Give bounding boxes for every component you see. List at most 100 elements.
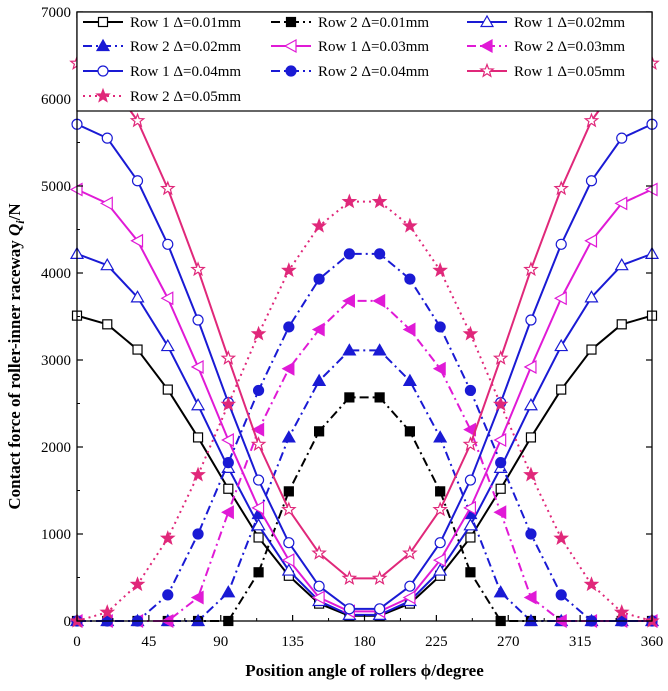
x-tick-label: 45 — [141, 634, 156, 650]
series-line-row-2-0-05mm — [76, 200, 653, 622]
data-point-row-2-0-03mm — [372, 293, 386, 308]
data-point-row-1-0-01mm — [556, 384, 567, 395]
legend-item-row-1-0-05mm: Row 1 Δ=0.05mm — [467, 62, 625, 80]
data-point-row-2-0-02mm — [493, 585, 508, 598]
x-tick-label: 360 — [641, 634, 664, 650]
legend-marker — [285, 16, 297, 28]
data-point-row-1-0-05mm — [129, 112, 146, 128]
legend-marker — [95, 38, 111, 52]
data-point-row-2-0-02mm — [433, 430, 448, 443]
data-point-row-1-0-03mm — [251, 500, 265, 515]
data-point-row-1-0-05mm — [371, 570, 388, 586]
x-tick-label: 0 — [73, 634, 81, 650]
y-tick-label: 3000 — [41, 353, 71, 369]
data-point-row-1-0-05mm — [341, 570, 358, 586]
data-point-row-1-0-04mm — [374, 603, 386, 615]
data-point-row-2-0-04mm — [252, 384, 265, 397]
series-line-row-1-0-04mm — [76, 123, 653, 610]
series-row-1-0-03mm — [69, 182, 658, 619]
data-point-row-1-0-04mm — [404, 580, 416, 592]
data-point-row-1-0-04mm — [343, 603, 355, 615]
series-row-2-0-01mm — [71, 392, 658, 627]
legend-label: Row 1 Δ=0.03mm — [318, 39, 429, 55]
series-row-1-0-04mm — [71, 118, 658, 615]
data-point-row-2-0-03mm — [432, 361, 446, 376]
data-point-row-1-0-01mm — [525, 432, 537, 443]
series-row-2-0-05mm — [69, 193, 660, 628]
data-point-row-1-0-02mm — [554, 338, 569, 352]
data-point-row-1-0-01mm — [586, 344, 597, 355]
legend-label: Row 1 Δ=0.02mm — [514, 15, 625, 31]
data-point-row-2-0-05mm — [159, 530, 176, 545]
y-axis-title: Contact force of roller-inner raceway Qi… — [5, 203, 27, 510]
legend-label: Row 2 Δ=0.01mm — [318, 15, 429, 31]
data-point-row-2-0-02mm — [372, 343, 387, 356]
legend-item-row-2-0-02mm: Row 2 Δ=0.02mm — [83, 38, 241, 55]
data-point-row-1-0-01mm — [495, 483, 506, 494]
data-point-row-2-0-02mm — [191, 613, 206, 627]
data-point-row-1-0-02mm — [281, 563, 296, 576]
data-point-row-1-0-03mm — [160, 291, 174, 306]
data-point-row-1-0-05mm — [553, 180, 570, 196]
series-line-row-1-0-02mm — [76, 252, 653, 616]
y-tick-label: 7000 — [41, 5, 71, 21]
data-point-row-2-0-02mm — [342, 343, 357, 356]
data-point-row-2-0-05mm — [613, 604, 630, 619]
data-point-row-1-0-05mm — [402, 544, 418, 560]
legend-marker — [479, 38, 493, 54]
data-point-row-2-0-03mm — [523, 590, 537, 605]
data-point-row-1-0-01mm — [192, 432, 204, 443]
data-point-row-1-0-05mm — [492, 350, 509, 365]
series-line-row-2-0-01mm — [77, 396, 652, 622]
legend-label: Row 1 Δ=0.05mm — [514, 64, 625, 80]
data-point-row-2-0-01mm — [253, 567, 264, 578]
data-point-row-2-0-05mm — [402, 217, 418, 233]
legend-item-row-2-0-05mm: Row 2 Δ=0.05mm — [83, 87, 241, 105]
data-point-row-2-0-05mm — [492, 396, 509, 412]
data-point-row-2-0-05mm — [129, 576, 146, 592]
data-point-row-1-0-05mm — [583, 112, 600, 128]
series-line-row-2-0-04mm — [77, 252, 652, 622]
legend-item-row-1-0-03mm: Row 1 Δ=0.03mm — [271, 38, 429, 55]
data-point-row-2-0-02mm — [281, 430, 296, 443]
y-tick-label: 1000 — [41, 527, 71, 543]
series-line-row-1-0-03mm — [76, 188, 653, 613]
data-point-row-2-0-03mm — [493, 505, 507, 520]
data-point-row-1-0-02mm — [130, 290, 145, 303]
data-point-row-1-0-02mm — [463, 518, 478, 531]
legend-label: Row 2 Δ=0.03mm — [514, 39, 625, 55]
legend-label: Row 2 Δ=0.02mm — [130, 39, 241, 55]
data-point-row-1-0-01mm — [253, 532, 264, 543]
legend-marker — [283, 38, 297, 54]
x-tick-label: 90 — [213, 634, 228, 650]
data-point-row-1-0-02mm — [433, 563, 448, 576]
data-point-row-1-0-05mm — [523, 261, 539, 277]
data-point-row-2-0-05mm — [553, 530, 570, 545]
data-point-row-2-0-05mm — [523, 466, 539, 482]
legend-item-row-2-0-04mm: Row 2 Δ=0.04mm — [271, 64, 429, 80]
data-point-row-2-0-05mm — [99, 604, 116, 619]
data-point-row-1-0-03mm — [463, 500, 477, 515]
legend-marker — [97, 16, 109, 28]
legend-marker — [97, 65, 109, 77]
data-point-row-1-0-03mm — [311, 590, 325, 605]
data-point-row-1-0-01mm — [616, 319, 627, 330]
legend-label: Row 1 Δ=0.04mm — [130, 64, 241, 80]
legend-item-row-1-0-02mm: Row 1 Δ=0.02mm — [467, 14, 625, 31]
data-point-row-2-0-05mm — [462, 325, 479, 341]
x-tick-label: 315 — [569, 634, 592, 650]
data-point-row-1-0-03mm — [614, 196, 628, 211]
series-line-row-1-0-01mm — [76, 314, 653, 617]
data-point-row-1-0-02mm — [523, 398, 538, 411]
legend-box — [76, 11, 653, 112]
data-point-row-1-0-05mm — [159, 180, 176, 196]
data-point-row-1-0-04mm — [162, 238, 174, 250]
data-point-row-2-0-04mm — [313, 273, 325, 285]
data-point-row-1-0-03mm — [493, 433, 507, 448]
x-tick-label: 135 — [281, 634, 304, 650]
data-point-row-2-0-04mm — [374, 248, 386, 260]
y-tick-label: 5000 — [41, 179, 71, 195]
data-point-row-2-0-03mm — [190, 590, 204, 605]
legend-marker — [479, 14, 495, 28]
